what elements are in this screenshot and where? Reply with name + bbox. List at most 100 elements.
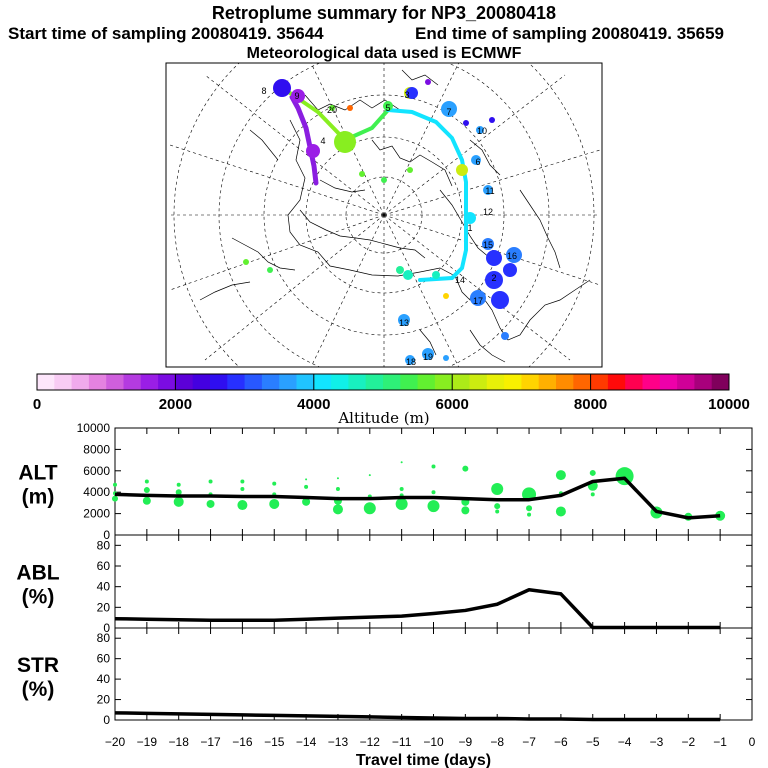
trajectory-violet [289, 94, 319, 186]
scatter-point [272, 481, 277, 486]
colorbar-cell [711, 374, 730, 390]
scatter-point [175, 489, 182, 496]
colorbar-cell [383, 374, 401, 390]
scatter-point [526, 505, 533, 512]
x-tick-label: −8 [490, 735, 504, 749]
map-number-label: 1 [467, 223, 472, 233]
y-tick-label: 40 [97, 672, 111, 686]
colorbar-cell [54, 374, 73, 390]
coastlines [199, 69, 591, 363]
colorbar-cell [192, 374, 211, 390]
map-number-label: 5 [385, 103, 390, 113]
map-number-label: 8 [261, 86, 266, 96]
colorbar-cell [504, 374, 522, 390]
scatter-point [431, 490, 436, 495]
map-number-label: 19 [423, 352, 433, 362]
x-tick-label: 0 [749, 735, 756, 749]
y-tick-label: 60 [97, 559, 111, 573]
scatter-point [395, 497, 408, 510]
colorbar-cell [573, 374, 592, 390]
y-tick-label: 20 [97, 600, 111, 614]
colorbar-cell [365, 374, 384, 390]
map-number-label: 9 [294, 91, 299, 101]
colorbar-tick-label: 0 [33, 396, 41, 413]
scatter-point [206, 499, 215, 508]
map-number-label: 3 [404, 90, 409, 100]
y-tick-label: 0 [103, 528, 110, 542]
x-tick-label: −7 [522, 735, 536, 749]
trajectory-markers [243, 79, 522, 365]
colorbar-cell [469, 374, 488, 390]
scatter-point [143, 487, 150, 494]
scatter-point [302, 497, 311, 506]
altitude-colorbar: 0 2000 4000 6000 8000 10000 Altitude (m) [33, 373, 750, 427]
scatter-point [431, 464, 436, 469]
colorbar-cell [123, 374, 142, 390]
met-data-note: Meteorological data used is ECMWF [246, 45, 522, 62]
scatter-point [332, 504, 343, 515]
y-axis-unit: (%) [22, 586, 55, 609]
colorbar-cell [452, 374, 470, 390]
series-line [114, 476, 721, 520]
scatter-point [113, 482, 117, 487]
colorbar-cell [486, 374, 505, 390]
map-number-label: 14 [455, 275, 465, 285]
map-number-label: 10 [477, 126, 487, 136]
x-tick-label: −17 [200, 735, 221, 749]
scatter-point [269, 498, 280, 509]
x-tick-label: −9 [459, 735, 473, 749]
map-number-label: 2 [491, 273, 496, 283]
map-number-label: 13 [399, 318, 409, 328]
colorbar-cell [607, 374, 626, 390]
colorbar-cell [417, 374, 436, 390]
colorbar-cell [175, 374, 194, 390]
colorbar-cell [37, 374, 55, 390]
scatter-point [335, 486, 340, 491]
scatter-point [400, 461, 403, 464]
y-axis-label: ABL [16, 562, 59, 585]
y-tick-label: 80 [97, 538, 111, 552]
x-tick-label: −13 [328, 735, 349, 749]
scatter-point [142, 496, 151, 505]
x-tick-label: −4 [618, 735, 632, 749]
scatter-point [173, 496, 184, 507]
y-tick-label: 60 [97, 652, 111, 666]
colorbar-cell [244, 374, 263, 390]
colorbar-title: Altitude (m) [337, 409, 429, 427]
scatter-point [176, 482, 181, 487]
colorbar-cell [642, 374, 661, 390]
map-number-label: 18 [406, 357, 416, 367]
x-tick-label: −16 [232, 735, 253, 749]
scatter-point [494, 503, 501, 510]
y-tick-label: 40 [97, 580, 111, 594]
y-tick-label: 20 [97, 693, 111, 707]
scatter-point [305, 478, 308, 481]
colorbar-tick-label: 10000 [708, 396, 750, 413]
series-line [114, 711, 721, 722]
scatter-point [208, 479, 213, 484]
y-tick-label: 8000 [83, 442, 110, 456]
y-tick-label: 10000 [77, 421, 111, 435]
colorbar-cell [625, 374, 643, 390]
colorbar-cell [590, 374, 609, 390]
scatter-point [368, 474, 371, 477]
y-axis-label: ALT [18, 462, 57, 485]
scatter-point [555, 470, 566, 481]
scatter-point [555, 506, 566, 517]
colorbar-cell [348, 374, 367, 390]
colorbar-cell [227, 374, 246, 390]
colorbar-cell [331, 374, 349, 390]
y-axis-label: STR [17, 654, 59, 677]
scatter-point [240, 479, 245, 484]
colorbar-cell [140, 374, 159, 390]
scatter-point [461, 506, 470, 515]
start-time: Start time of sampling 20080419. 35644 [8, 24, 324, 43]
colorbar-cell [677, 374, 695, 390]
scatter-point [427, 500, 440, 513]
colorbar-cell [261, 374, 280, 390]
x-tick-label: −19 [137, 735, 158, 749]
map-number-label: 7 [446, 107, 451, 117]
scatter-point [112, 495, 118, 502]
x-tick-label: −5 [586, 735, 600, 749]
